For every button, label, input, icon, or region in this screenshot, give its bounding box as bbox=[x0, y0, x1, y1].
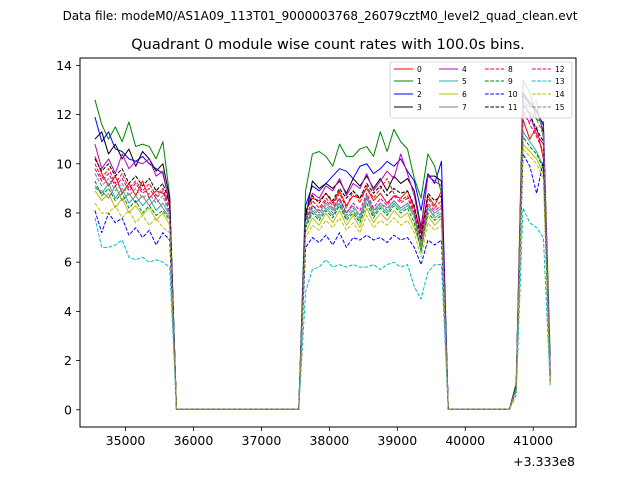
y-tick-label: 0 bbox=[64, 402, 72, 417]
y-tick-label: 12 bbox=[56, 107, 72, 122]
legend-label-14: 14 bbox=[555, 90, 565, 99]
legend-label-6: 6 bbox=[462, 90, 467, 99]
legend-label-3: 3 bbox=[417, 103, 422, 112]
legend-label-8: 8 bbox=[508, 65, 513, 74]
y-tick-label: 8 bbox=[64, 205, 72, 220]
series-layer bbox=[94, 79, 551, 410]
x-tick-label: 36000 bbox=[174, 433, 214, 448]
legend-label-4: 4 bbox=[462, 65, 467, 74]
x-tick-label: 39000 bbox=[377, 433, 417, 448]
legend-label-2: 2 bbox=[417, 90, 422, 99]
legend-label-1: 1 bbox=[417, 77, 422, 86]
file-suptitle: Data file: modeM0/AS1A09_113T01_90000037… bbox=[63, 9, 578, 23]
y-tick-label: 10 bbox=[56, 156, 72, 171]
x-tick-label: 40000 bbox=[445, 433, 485, 448]
legend-label-5: 5 bbox=[462, 77, 467, 86]
legend-box bbox=[389, 61, 573, 119]
legend-label-10: 10 bbox=[508, 90, 518, 99]
legend-label-12: 12 bbox=[555, 65, 565, 74]
chart-title: Quadrant 0 module wise count rates with … bbox=[131, 37, 525, 53]
x-tick-label: 41000 bbox=[513, 433, 553, 448]
legend-label-7: 7 bbox=[462, 103, 467, 112]
legend-label-9: 9 bbox=[508, 77, 513, 86]
plot-area: 35000 36000 37000 38000 39000 40000 41000 0 2 4 6… bbox=[56, 57, 577, 469]
y-tick-label: 6 bbox=[64, 255, 72, 270]
y-tick-label: 4 bbox=[64, 304, 72, 319]
x-tick-label: 37000 bbox=[242, 433, 282, 448]
y-tick-label: 14 bbox=[56, 58, 72, 73]
legend-label-13: 13 bbox=[555, 77, 565, 86]
legend-label-0: 0 bbox=[417, 65, 422, 74]
x-tick-label: 35000 bbox=[106, 433, 146, 448]
axes-frame bbox=[79, 57, 577, 428]
x-tick-label: 38000 bbox=[309, 433, 349, 448]
y-tick-label: 2 bbox=[64, 353, 72, 368]
legend-label-11: 11 bbox=[508, 103, 518, 112]
series-line-15 bbox=[94, 106, 551, 410]
x-offset-label: +3.333e8 bbox=[513, 454, 575, 469]
legend-label-15: 15 bbox=[555, 103, 565, 112]
y-axis: 0 2 4 6 8 10 12 14 bbox=[56, 58, 80, 417]
x-axis: 35000 36000 37000 38000 39000 40000 41000 bbox=[106, 427, 553, 448]
